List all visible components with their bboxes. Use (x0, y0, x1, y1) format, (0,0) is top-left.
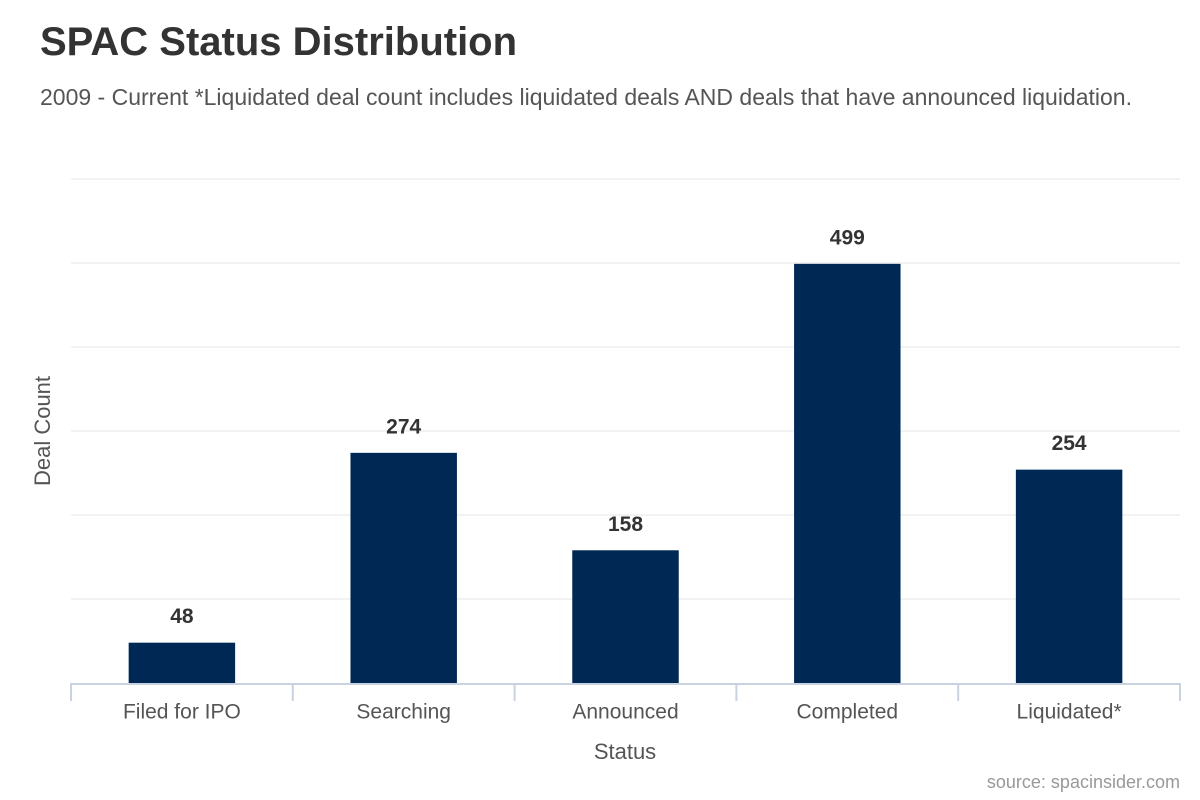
source-note: source: spacinsider.com (986, 772, 1180, 792)
data-label: 254 (1052, 432, 1087, 455)
bar (128, 642, 236, 683)
y-axis-label: Deal Count (30, 376, 55, 486)
data-label: 48 (170, 605, 194, 628)
bar (572, 550, 679, 683)
x-axis-label: Status (594, 739, 656, 764)
x-tick-label: Searching (356, 701, 451, 724)
chart-subtitle: 2009 - Current *Liquidated deal count in… (40, 84, 1132, 110)
x-tick-label: Liquidated* (1017, 701, 1122, 724)
data-label: 158 (608, 513, 643, 536)
x-tick-label: Completed (797, 701, 899, 724)
data-label: 499 (830, 226, 865, 249)
bar (794, 263, 901, 683)
data-label: 274 (386, 415, 421, 438)
bar (1015, 469, 1123, 683)
bar (350, 452, 457, 683)
x-tick-label: Announced (572, 701, 678, 724)
x-tick-label: Filed for IPO (123, 701, 241, 724)
chart-title: SPAC Status Distribution (40, 20, 518, 64)
